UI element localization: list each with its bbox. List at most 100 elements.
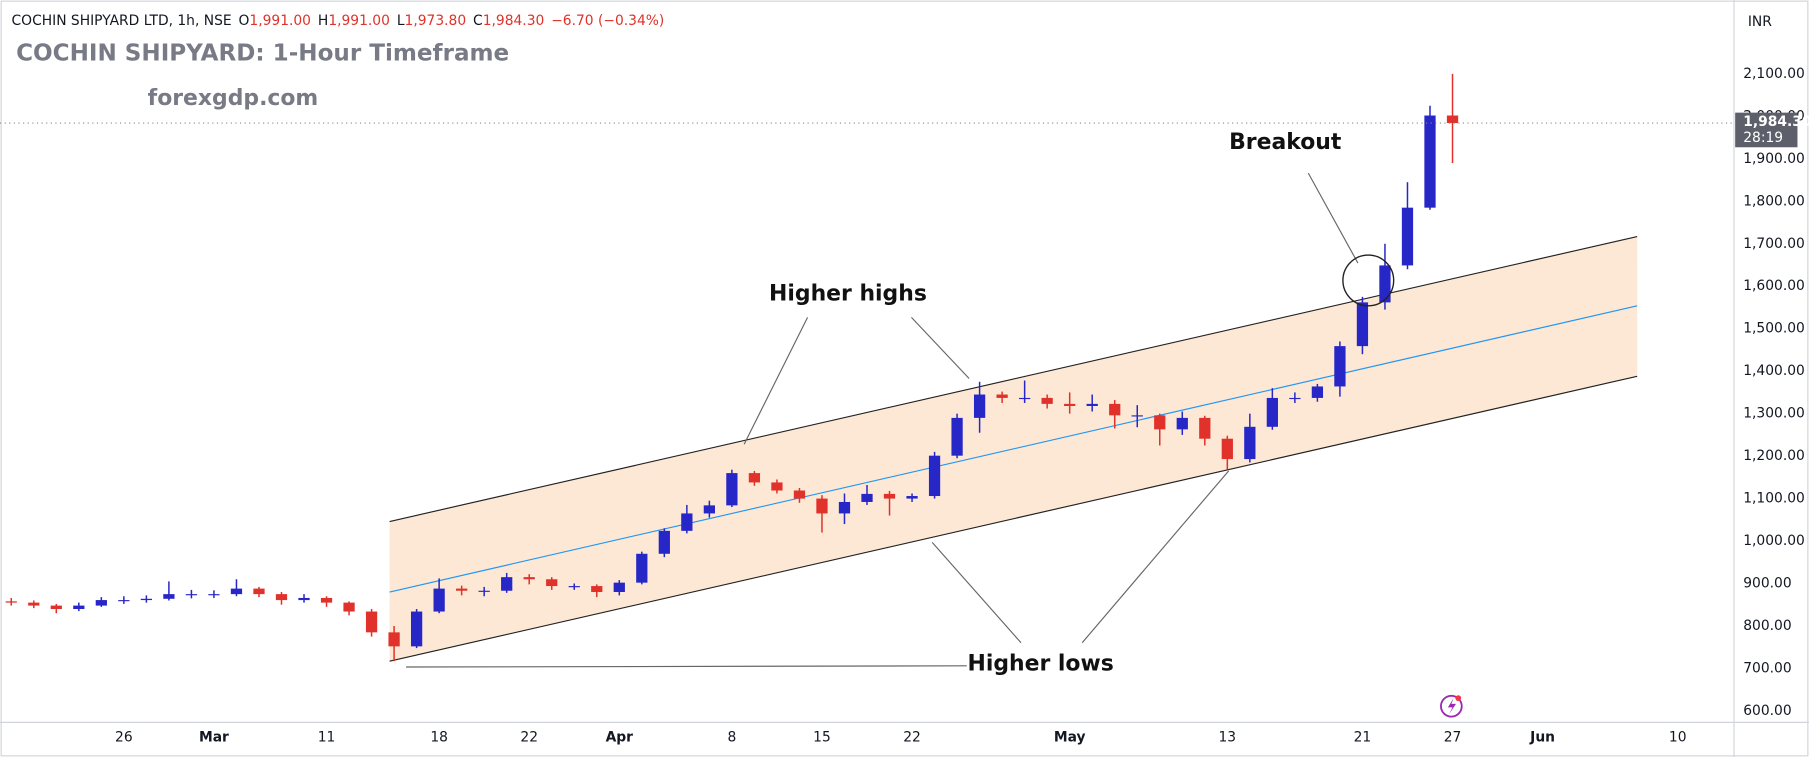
candle-body [50,605,62,609]
candle-body [973,394,986,418]
candle-body [838,501,851,514]
candle-body [748,473,761,483]
y-tick-label: 1,700.00 [1743,236,1805,252]
breakout-circle [1342,254,1395,307]
header-values: O1,991.00 H1,991.00 L1,973.80 C1,984.30 [239,13,545,29]
candle-body [996,394,1008,398]
candle-body [478,590,490,592]
candle-body [433,588,445,612]
alert-icon-bolt [1447,698,1456,715]
candle-body [523,577,535,580]
alert-icon-ring [1440,694,1463,718]
candle-body [5,601,17,603]
pointer [1081,470,1230,644]
header-value: 1,984.30 [483,13,545,29]
candle-body [95,600,107,606]
candle-body [1424,115,1436,208]
candle-body [185,594,198,596]
header-prefix: C [473,13,483,29]
y-tick-label: 900.00 [1743,576,1791,592]
annotation: Higher lows [968,652,1114,677]
x-tick-label: 22 [903,729,921,745]
candle-body [636,553,648,583]
candle-body [816,498,828,514]
pointer [406,665,967,668]
y-tick-label: 1,400.00 [1743,363,1805,379]
x-tick-label: 22 [520,729,538,745]
x-tick-label: 18 [430,729,448,745]
candle-body [1019,397,1031,400]
candle-body [140,598,153,601]
candle-body [501,577,513,591]
candle-body [320,597,333,603]
candle-body [230,588,243,595]
y-tick-label: 1,300.00 [1743,406,1805,422]
channel-line [389,305,1638,593]
price-tag-label: 1,984.30 [1743,114,1809,130]
y-tick-label: 1,800.00 [1743,193,1805,209]
pointer [743,317,809,445]
y-tick-label: 1,600.00 [1743,278,1805,294]
candle-body [1064,403,1076,406]
candle-layer [5,73,1459,662]
candle-body [793,490,806,499]
candle-body [1446,115,1459,124]
chart-title: COCHIN SHIPYARD: 1-Hour Timeframe [16,41,509,67]
header: COCHIN SHIPYARD LTD, 1h, NSE O1,991.00 H1,… [12,13,665,29]
y-tick-label: 1,100.00 [1743,491,1805,507]
candle-body [658,530,670,554]
candle-body [568,586,580,588]
x-tick-label: 21 [1354,729,1372,745]
price-tag [1735,112,1798,148]
x-tick-label: 11 [318,729,336,745]
header-prefix: L [397,13,405,29]
alert-icon-dot [1455,695,1462,702]
x-tick-label: May [1054,729,1086,745]
annotation: Breakout [1229,130,1341,155]
candle-body [343,602,355,612]
candle-body [1311,386,1324,398]
y-tick-label: 800.00 [1743,618,1791,634]
candle-body [703,505,715,514]
y-tick-label: 1,500.00 [1743,321,1805,337]
candle-body [928,455,941,497]
pointer [911,316,970,379]
axis-layer: 600.00 700.00 800.00 900.00 1,000.00 1,100.00… [0,66,1809,745]
candle-body [546,579,558,587]
x-tick-label: 15 [813,729,831,745]
x-tick-label: Jun [1529,729,1555,745]
candle-body [1401,207,1414,266]
symbol: COCHIN SHIPYARD LTD, 1h, NSE [12,13,232,29]
candle-body [883,493,896,499]
channel-layer [389,235,1638,662]
header-value: 1,991.00 [249,13,311,29]
candle-body [681,513,693,531]
candle-body [298,597,310,601]
candle-body [861,493,873,502]
candle-body [591,586,603,593]
pointer [1307,172,1359,264]
x-tick-label: 26 [115,729,133,745]
x-tick-label: 8 [727,729,736,745]
candle-body [275,594,288,601]
candle-body [253,588,265,595]
candle-body [1086,403,1098,406]
candle-body [1199,417,1211,439]
candle-body [456,588,468,591]
candle-body [613,582,625,593]
alert-icon[interactable] [1440,694,1463,718]
candle-body [951,417,963,456]
candle-body [388,632,400,647]
y-tick-label: 700.00 [1743,660,1791,676]
candle-body [1244,426,1256,460]
candle-body [365,611,378,633]
candle-body [1176,417,1188,430]
x-tick-label: 27 [1444,729,1462,745]
x-tick-label: Mar [199,729,229,745]
countdown: 28:19 [1743,130,1783,146]
candle-body [1334,346,1346,387]
candle-body [1379,265,1391,303]
header-prefix: H [318,13,328,29]
